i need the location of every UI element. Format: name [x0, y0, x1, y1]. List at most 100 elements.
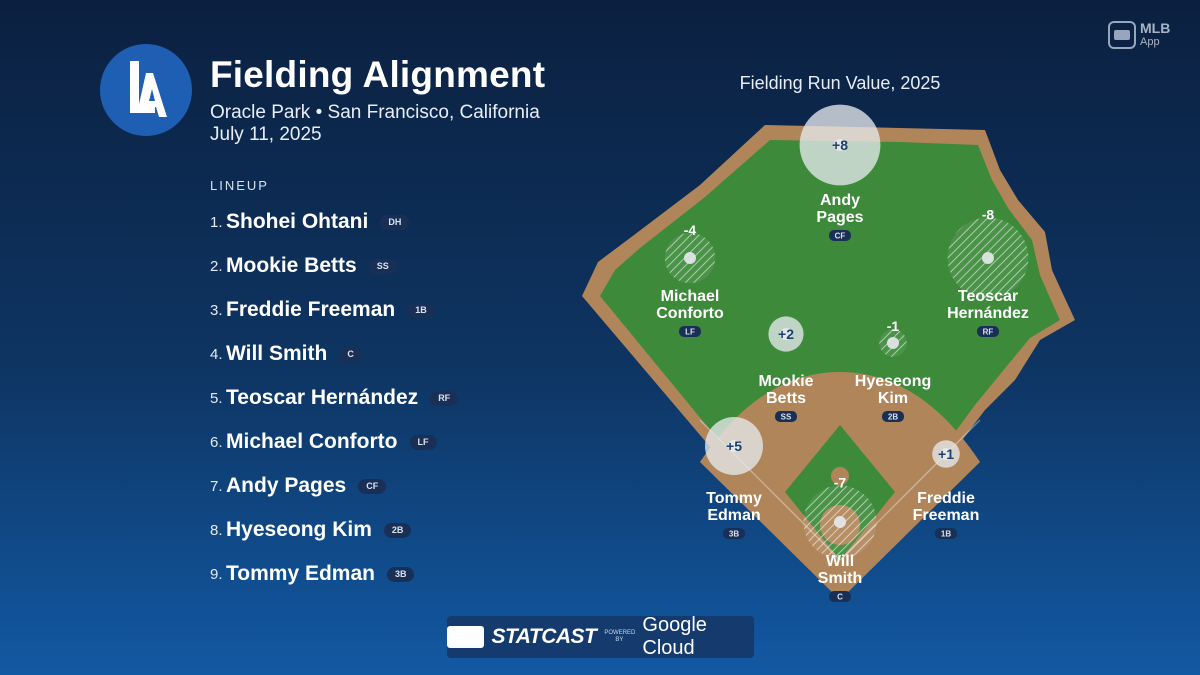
statcast-brand: STATCAST: [491, 625, 597, 648]
position-badge: 2B: [383, 522, 412, 538]
lineup-item: 4. Will Smith C: [210, 332, 458, 376]
player-first-name: Will: [826, 553, 854, 570]
lineup-number: 9.: [210, 565, 223, 583]
player-name: Tommy Edman: [226, 562, 375, 585]
player-dot: [780, 328, 792, 340]
lineup-number: 5.: [210, 389, 223, 407]
lineup-heading: LINEUP: [210, 178, 269, 193]
lineup-item: 9. Tommy Edman 3B: [210, 552, 458, 596]
mlb-app-badge: MLB App: [1108, 18, 1180, 52]
app-badge-line1: MLB: [1140, 20, 1171, 36]
lineup-item: 5. Teoscar Hernández RF: [210, 376, 459, 420]
player-name: Teoscar Hernández: [226, 386, 419, 409]
player-last-name: Conforto: [656, 305, 724, 322]
player-first-name: Andy: [820, 192, 860, 209]
google-cloud-text: Google Cloud: [642, 614, 707, 659]
player-dot: [887, 337, 899, 349]
position-label: SS: [781, 413, 792, 422]
position-label: 3B: [729, 530, 739, 539]
mlb-logo-icon: [447, 626, 484, 648]
player-first-name: Teoscar: [958, 288, 1018, 305]
player-last-name: Smith: [818, 570, 862, 587]
player-name: Freddie Freeman: [226, 298, 396, 321]
position-label: RF: [983, 328, 994, 337]
lineup-number: 4.: [210, 345, 223, 363]
lineup-number: 2.: [210, 257, 223, 275]
frv-value: +5: [726, 438, 742, 454]
player-first-name: Tommy: [706, 490, 762, 507]
pitchers-mound: [831, 467, 849, 485]
powered-by-text: POWERED BY: [604, 630, 636, 643]
player-last-name: Betts: [766, 390, 806, 407]
player-first-name: Hyeseong: [855, 373, 931, 390]
lineup-number: 8.: [210, 521, 223, 539]
player-last-name: Kim: [878, 390, 908, 407]
lineup-number: 1.: [210, 213, 223, 231]
lineup-item: 2. Mookie Betts SS: [210, 244, 458, 288]
player-name: Hyeseong Kim: [226, 518, 372, 541]
player-name: Michael Conforto: [226, 430, 398, 453]
position-badge: [775, 411, 797, 422]
field-title: Fielding Run Value, 2025: [739, 73, 941, 93]
game-date: July 11, 2025: [210, 124, 322, 145]
player-last-name: Edman: [707, 507, 760, 524]
position-badge: 1B: [407, 302, 435, 318]
outfield-grass: [600, 140, 1060, 588]
position-label: 2B: [888, 413, 898, 422]
player-dot: [982, 252, 994, 264]
frv-value: -4: [684, 222, 697, 238]
frv-value: +2: [778, 326, 794, 342]
position-label: LF: [685, 328, 695, 337]
lineup-item: 3. Freddie Freeman 1B: [210, 288, 458, 332]
position-badge: [723, 528, 745, 539]
player-first-name: Freddie: [917, 490, 975, 507]
position-badge: [935, 528, 957, 539]
position-badge: RF: [430, 390, 459, 406]
player-dot: [940, 448, 952, 460]
player-last-name: Pages: [816, 209, 863, 226]
app-badge-line2: App: [1140, 36, 1160, 48]
player-name: Shohei Ohtani: [226, 210, 369, 233]
lineup-item: 6. Michael Conforto LF: [210, 420, 458, 464]
position-badge: [882, 411, 904, 422]
player-dot: [684, 252, 696, 264]
statcast-footer: STATCAST POWERED BY Google Cloud: [447, 614, 754, 659]
player-name: Andy Pages: [226, 474, 347, 497]
position-label: CF: [835, 232, 846, 241]
position-badge: [829, 230, 851, 241]
position-badge: CF: [358, 478, 387, 494]
frv-value: +8: [832, 137, 848, 153]
lineup-item: 8. Hyeseong Kim 2B: [210, 508, 458, 552]
player-last-name: Freeman: [913, 507, 980, 524]
frv-value: +1: [938, 446, 954, 462]
position-label: C: [837, 593, 843, 602]
venue-text: Oracle Park • San Francisco, California: [210, 102, 540, 123]
position-badge: [829, 591, 851, 602]
lineup-list: 1. Shohei Ohtani DH 2. Mookie Betts SS 3. Fre…: [210, 200, 459, 596]
frv-value: -7: [834, 474, 847, 490]
player-dot: [728, 440, 740, 452]
position-badge: C: [339, 346, 362, 362]
player-name: Will Smith: [226, 342, 328, 365]
position-badge: LF: [409, 434, 437, 450]
position-label: 1B: [941, 530, 951, 539]
lineup-number: 7.: [210, 477, 223, 495]
page-title: Fielding Alignment: [210, 54, 546, 95]
lineup-item: 7. Andy Pages CF: [210, 464, 458, 508]
lineup-item: 1. Shohei Ohtani DH: [210, 200, 458, 244]
position-badge: DH: [380, 214, 410, 230]
player-name: Mookie Betts: [226, 254, 357, 277]
lineup-number: 3.: [210, 301, 223, 319]
la-monogram-icon: [130, 61, 167, 117]
mlb-logo-icon: [1108, 21, 1136, 49]
frv-value: -8: [982, 207, 995, 223]
frv-value: -1: [887, 318, 900, 334]
